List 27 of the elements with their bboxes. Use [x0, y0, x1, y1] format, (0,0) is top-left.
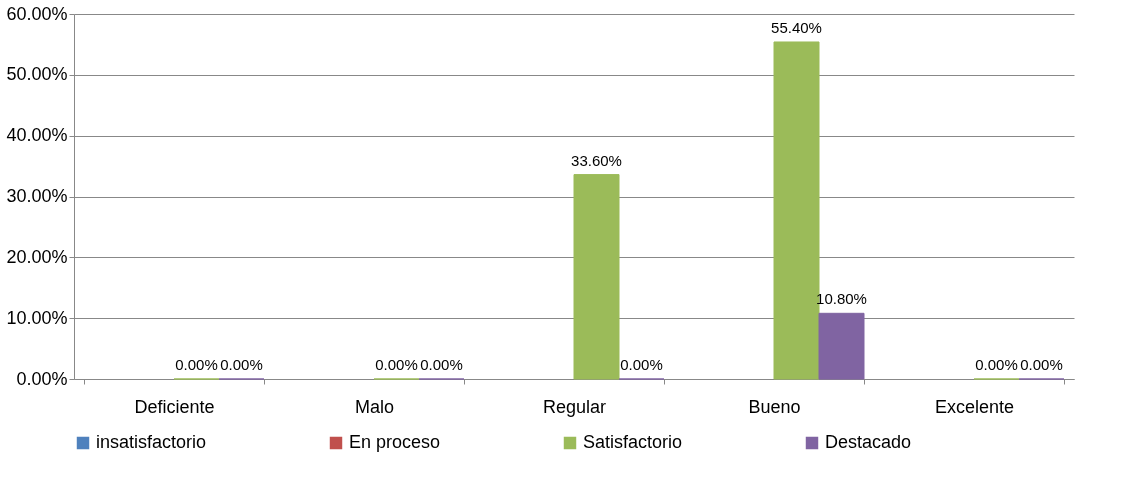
y-tick-label: 40.00% [6, 125, 68, 146]
data-label: 55.40% [771, 18, 822, 36]
data-label: 0.00% [620, 356, 663, 373]
y-tick-label: 20.00% [6, 246, 68, 267]
legend-label: En proceso [349, 432, 441, 452]
bar [573, 174, 620, 380]
legend-label: insatisfactorio [96, 432, 207, 452]
data-label: 0.00% [420, 356, 463, 373]
data-label: 0.00% [975, 356, 1018, 373]
data-label: 0.00% [375, 356, 418, 373]
x-tick-label: Deficiente [134, 396, 215, 417]
y-tick-label: 60.00% [6, 3, 68, 24]
data-label: 33.60% [571, 151, 622, 169]
x-tick-label: Regular [542, 396, 607, 417]
data-label: 0.00% [220, 356, 263, 373]
bar [818, 312, 865, 380]
y-tick-label: 10.00% [6, 307, 68, 328]
x-tick-label: Malo [354, 396, 395, 417]
data-label: 0.00% [1020, 356, 1063, 373]
x-tick-label: Excelente [934, 396, 1015, 417]
y-tick-label: 50.00% [6, 64, 68, 85]
data-label: 0.00% [175, 356, 218, 373]
legend-label: Destacado [825, 432, 912, 452]
y-tick-label: 30.00% [6, 186, 68, 206]
legend-label: Satisfactorio [583, 432, 683, 452]
y-tick-label: 0.00% [16, 368, 68, 389]
x-tick-label: Bueno [748, 396, 801, 417]
